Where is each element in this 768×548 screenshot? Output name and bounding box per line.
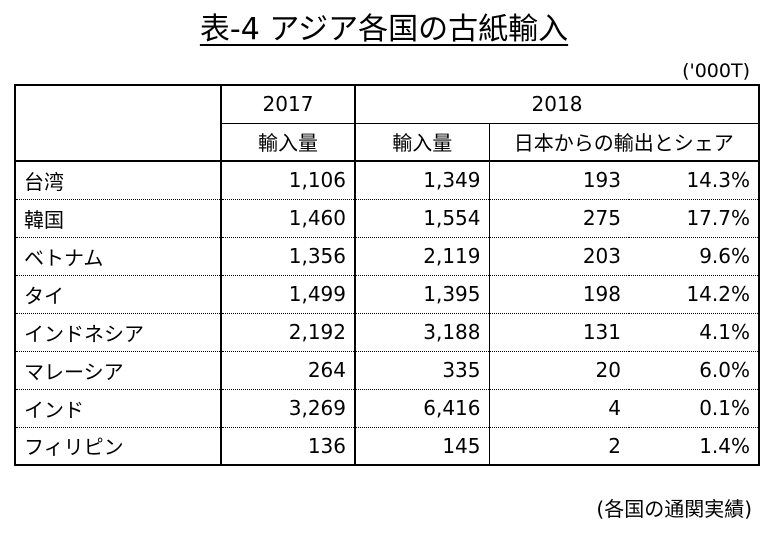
import-2017-cell: 2,192	[220, 313, 355, 352]
japan-export-cell: 2	[488, 427, 629, 466]
import-2017-cell: 1,499	[220, 275, 355, 314]
japan-share-cell: 9.6%	[629, 237, 760, 276]
unit-label: ('000T)	[682, 60, 750, 82]
japan-export-cell: 20	[488, 351, 629, 390]
country-cell: ベトナム	[14, 237, 221, 276]
country-cell: タイ	[14, 275, 221, 314]
import-2018-cell: 1,395	[354, 275, 489, 314]
import-2017-cell: 1,356	[220, 237, 355, 276]
country-cell: 韓国	[14, 199, 221, 238]
country-cell: インドネシア	[14, 313, 221, 352]
header-country-cell	[14, 84, 221, 162]
import-table: 2017 2018 輸入量 輸入量 日本からの輸出とシェア 台湾 1,106 1,3…	[14, 84, 760, 466]
japan-export-cell: 131	[488, 313, 629, 352]
table-body: 台湾 1,106 1,349 193 14.3% 韓国 1,460 1,554 275 17.7%…	[14, 161, 760, 466]
import-2018-cell: 335	[354, 351, 489, 390]
japan-export-cell: 203	[488, 237, 629, 276]
table-row: 韓国 1,460 1,554 275 17.7%	[14, 199, 760, 238]
japan-export-cell: 198	[488, 275, 629, 314]
import-2018-cell: 3,188	[354, 313, 489, 352]
country-cell: 台湾	[14, 161, 221, 200]
table-row: インドネシア 2,192 3,188 131 4.1%	[14, 313, 760, 352]
japan-share-cell: 14.3%	[629, 161, 760, 200]
import-2018-cell: 1,554	[354, 199, 489, 238]
table-row: マレーシア 264 335 20 6.0%	[14, 351, 760, 390]
header-row-columns: 輸入量 輸入量 日本からの輸出とシェア	[15, 123, 760, 162]
country-cell: フィリピン	[14, 427, 221, 466]
import-2018-cell: 6,416	[354, 389, 489, 428]
import-2018-cell: 145	[354, 427, 489, 466]
header-year-2018: 2018	[354, 84, 760, 124]
table-title: 表-4 アジア各国の古紙輸入	[0, 10, 768, 50]
table-row: 台湾 1,106 1,349 193 14.3%	[14, 161, 760, 200]
import-2017-cell: 3,269	[220, 389, 355, 428]
japan-export-cell: 4	[488, 389, 629, 428]
import-2018-cell: 2,119	[354, 237, 489, 276]
japan-share-cell: 1.4%	[629, 427, 760, 466]
header-import-2018: 輸入量	[354, 123, 489, 162]
import-2017-cell: 264	[220, 351, 355, 390]
source-note: (各国の通関実績)	[596, 497, 752, 521]
country-cell: マレーシア	[14, 351, 221, 390]
header-year-2017: 2017	[220, 84, 355, 124]
import-2017-cell: 136	[220, 427, 355, 466]
table-row: フィリピン 136 145 2 1.4%	[14, 427, 760, 466]
import-2018-cell: 1,349	[354, 161, 489, 200]
table-header: 2017 2018 輸入量 輸入量 日本からの輸出とシェア	[14, 84, 760, 162]
import-2017-cell: 1,106	[220, 161, 355, 200]
japan-share-cell: 14.2%	[629, 275, 760, 314]
country-cell: インド	[14, 389, 221, 428]
japan-export-cell: 193	[488, 161, 629, 200]
table-row: インド 3,269 6,416 4 0.1%	[14, 389, 760, 428]
japan-share-cell: 17.7%	[629, 199, 760, 238]
table-row: ベトナム 1,356 2,119 203 9.6%	[14, 237, 760, 276]
japan-share-cell: 0.1%	[629, 389, 760, 428]
header-import-2017: 輸入量	[220, 123, 355, 162]
header-japan-share: 日本からの輸出とシェア	[488, 123, 760, 162]
japan-share-cell: 4.1%	[629, 313, 760, 352]
import-2017-cell: 1,460	[220, 199, 355, 238]
japan-share-cell: 6.0%	[629, 351, 760, 390]
japan-export-cell: 275	[488, 199, 629, 238]
table-row: タイ 1,499 1,395 198 14.2%	[14, 275, 760, 314]
header-row-years: 2017 2018	[14, 84, 760, 162]
table-title-text: 表-4 アジア各国の古紙輸入	[199, 12, 569, 47]
